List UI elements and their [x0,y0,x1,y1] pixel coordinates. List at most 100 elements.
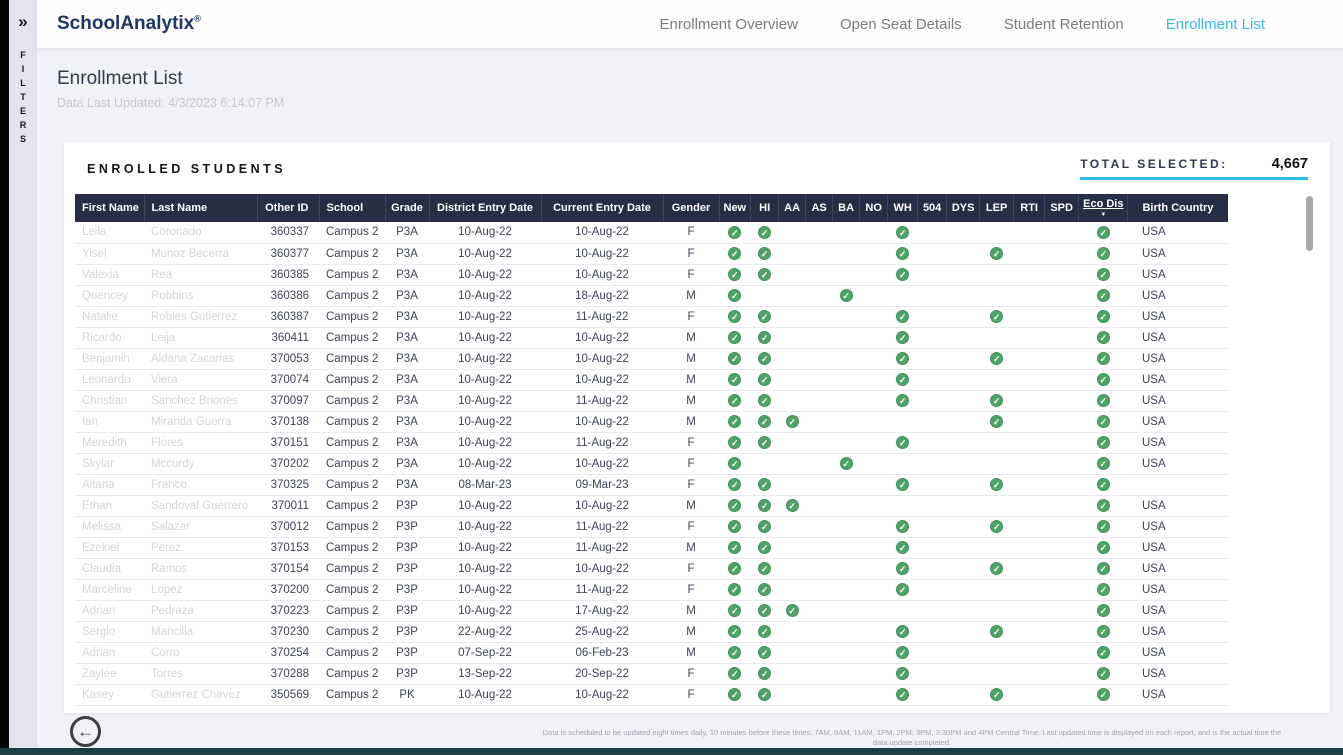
cell-district-entry-date: 10-Aug-22 [429,222,541,243]
cell-flag-hi: ✓ [751,411,779,432]
column-header-rti[interactable]: RTI [1014,194,1045,222]
cell-current-entry-date: 10-Aug-22 [541,264,663,285]
table-row[interactable]: BenjaminAldana Zacarias370053Campus 2P3A… [75,348,1228,369]
cell-district-entry-date: 13-Sep-22 [429,663,541,684]
table-row[interactable]: LeilaCoronado360337Campus 2P3A10-Aug-221… [75,222,1228,243]
table-row[interactable]: IanMiranda Guerra370138Campus 2P3A10-Aug… [75,411,1228,432]
column-header-birth-country[interactable]: Birth Country [1128,194,1228,222]
check-icon: ✓ [1097,331,1110,344]
table-row[interactable]: EzekielPerez370153Campus 2P3P10-Aug-2211… [75,537,1228,558]
cell-gender: F [663,474,719,495]
tab-open-seat-details[interactable]: Open Seat Details [840,16,962,33]
cell-flag-wh: ✓ [888,663,918,684]
check-icon: ✓ [840,457,853,470]
scrollbar-thumb[interactable] [1306,196,1313,251]
expand-filters-icon[interactable]: » [9,12,37,32]
table-row[interactable]: EthanSandoval Guerrero370011Campus 2P3P1… [75,495,1228,516]
cell-flag-as [806,516,833,537]
column-header-wh[interactable]: WH [888,194,918,222]
check-icon: ✓ [728,541,741,554]
cell-flag-hi: ✓ [751,306,779,327]
cell-flag-wh: ✓ [888,222,918,243]
table-row[interactable]: RicardoLeija360411Campus 2P3A10-Aug-2210… [75,327,1228,348]
cell-flag-aa: ✓ [779,411,806,432]
cell-district-entry-date: 10-Aug-22 [429,411,541,432]
cell-flag-wh: ✓ [888,537,918,558]
column-header-first-name[interactable]: First Name [75,194,144,222]
cell-first-name: Melissa [75,516,144,537]
column-header-current-entry-date[interactable]: Current Entry Date [541,194,663,222]
table-row[interactable]: QuenceyRobbins360386Campus 2P3A10-Aug-22… [75,285,1228,306]
table-row[interactable]: SergioMancilla370230Campus 2P3P22-Aug-22… [75,621,1228,642]
column-header-no[interactable]: NO [860,194,888,222]
cell-flag-504 [918,579,947,600]
table-row[interactable]: NatalieRobles Gutierrez360387Campus 2P3A… [75,306,1228,327]
column-header-504[interactable]: 504 [918,194,947,222]
column-header-dys[interactable]: DYS [947,194,980,222]
cell-flag-wh [888,411,918,432]
column-header-district-entry-date[interactable]: District Entry Date [429,194,541,222]
cell-flag-new: ✓ [719,348,751,369]
table-row[interactable]: MeredithFlores370151Campus 2P3A10-Aug-22… [75,432,1228,453]
cell-flag-eco dis: ✓ [1079,411,1128,432]
cell-flag-lep [980,327,1014,348]
cell-flag-504 [918,432,947,453]
table-row[interactable]: KaseyGutierrez Chavez350569Campus 2PK10-… [75,684,1228,705]
cell-grade: P3A [385,474,429,495]
cell-flag-lep [980,579,1014,600]
table-row[interactable]: MarcelineLopez370200Campus 2P3P10-Aug-22… [75,579,1228,600]
tab-student-retention[interactable]: Student Retention [1004,16,1124,33]
table-row[interactable]: SkylarMccurdy370202Campus 2P3A10-Aug-221… [75,453,1228,474]
table-row[interactable]: ZayleeTorres370288Campus 2P3P13-Sep-2220… [75,663,1228,684]
cell-last-name: Perez [144,537,257,558]
column-header-ba[interactable]: BA [833,194,860,222]
cell-last-name: Mccurdy [144,453,257,474]
column-header-eco-dis[interactable]: Eco Dis▼ [1079,194,1128,222]
column-header-grade[interactable]: Grade [385,194,429,222]
cell-birth-country: USA [1128,306,1228,327]
cell-flag-dys [947,369,980,390]
table-row[interactable]: ValexiaRea360385Campus 2P3A10-Aug-2210-A… [75,264,1228,285]
check-icon: ✓ [1097,226,1110,239]
cell-other-id: 370153 [257,537,319,558]
cell-flag-504 [918,537,947,558]
cell-flag-spd [1045,579,1079,600]
table-row[interactable]: AdrianCorro370254Campus 2P3P07-Sep-2206-… [75,642,1228,663]
cell-flag-eco dis: ✓ [1079,264,1128,285]
table-row[interactable]: MelissaSalazar370012Campus 2P3P10-Aug-22… [75,516,1228,537]
column-header-spd[interactable]: SPD [1045,194,1079,222]
table-row[interactable]: YiselMunoz Becerra360377Campus 2P3A10-Au… [75,243,1228,264]
cell-other-id: 360385 [257,264,319,285]
check-icon: ✓ [1097,352,1110,365]
cell-district-entry-date: 10-Aug-22 [429,432,541,453]
table-row[interactable]: LeonardoViera370074Campus 2P3A10-Aug-221… [75,369,1228,390]
cell-flag-lep: ✓ [980,411,1014,432]
cell-first-name: Skylar [75,453,144,474]
column-header-lep[interactable]: LEP [980,194,1014,222]
table-row[interactable]: ClaudiaRamos370154Campus 2P3P10-Aug-2210… [75,558,1228,579]
column-header-other-id[interactable]: Other ID [257,194,319,222]
cell-flag-dys [947,327,980,348]
column-header-last-name[interactable]: Last Name [144,194,257,222]
table-row[interactable]: AdrianPedraza370223Campus 2P3P10-Aug-221… [75,600,1228,621]
cell-flag-eco dis: ✓ [1079,663,1128,684]
column-header-as[interactable]: AS [806,194,833,222]
cell-current-entry-date: 06-Feb-23 [541,642,663,663]
cell-flag-504 [918,390,947,411]
check-icon: ✓ [728,415,741,428]
tab-enrollment-list[interactable]: Enrollment List [1166,16,1265,33]
cell-flag-eco dis: ✓ [1079,348,1128,369]
table-row[interactable]: ChristianSanchez Briones370097Campus 2P3… [75,390,1228,411]
column-header-aa[interactable]: AA [779,194,806,222]
table-row[interactable]: AitanaFranco370325Campus 2P3A08-Mar-2309… [75,474,1228,495]
column-header-hi[interactable]: HI [751,194,779,222]
back-button[interactable]: ← [70,716,101,747]
tab-enrollment-overview[interactable]: Enrollment Overview [660,16,798,33]
cell-flag-aa [779,243,806,264]
check-icon: ✓ [1097,646,1110,659]
cell-flag-no [860,432,888,453]
cell-flag-ba [833,516,860,537]
column-header-new[interactable]: New [719,194,751,222]
column-header-school[interactable]: School [319,194,385,222]
column-header-gender[interactable]: Gender [663,194,719,222]
